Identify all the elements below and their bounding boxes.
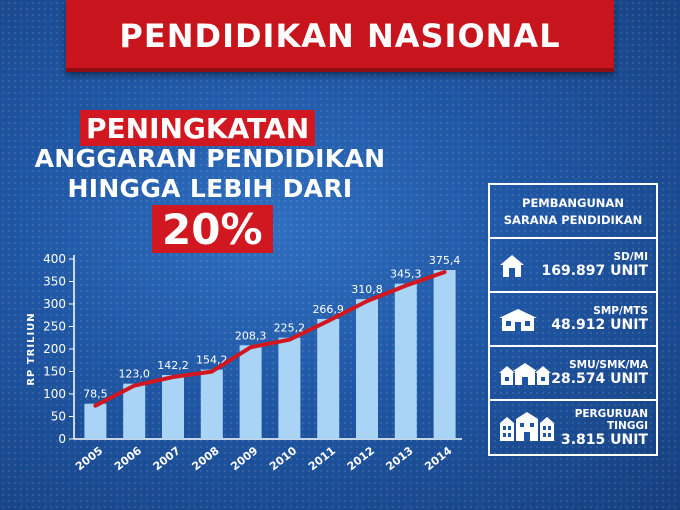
y-tick-label: 300 (43, 297, 66, 311)
bar (278, 337, 301, 439)
trend-line (93, 270, 447, 408)
facility-row-sd: SD/MI 169.897 UNIT (490, 239, 656, 293)
facility-value: 3.815 UNIT (560, 431, 648, 448)
facility-label: SMP/MTS (593, 304, 648, 317)
facility-label: SMU/SMK/MA (569, 358, 648, 371)
bar (200, 369, 223, 439)
facility-label: SD/MI (613, 250, 648, 263)
x-tick-label: 2007 (151, 444, 183, 473)
x-tick-label: 2008 (190, 444, 222, 473)
bar (239, 345, 262, 439)
bar (394, 283, 417, 439)
bar (356, 299, 378, 439)
y-tick-label: 350 (43, 275, 66, 289)
panel-title-line-1: PEMBANGUNAN (522, 196, 624, 210)
headline-line-2: ANGGARAN PENDIDIKAN (34, 144, 386, 173)
y-tick-label: 0 (58, 432, 66, 446)
x-tick-label: 2012 (345, 444, 377, 473)
bar (123, 383, 146, 439)
facility-label-line-2: TINGGI (606, 419, 648, 432)
bar-value-label: 310,8 (351, 283, 383, 296)
bar-value-label: 142,2 (157, 359, 189, 372)
title-banner: PENDIDIKAN NASIONAL (66, 0, 614, 72)
headline-highlight: PENINGKATAN (80, 110, 316, 146)
university-icon (500, 412, 554, 441)
school-complex-icon (499, 363, 551, 385)
x-tick-label: 2006 (112, 444, 144, 473)
facility-value: 169.897 UNIT (541, 262, 648, 279)
y-tick-label: 50 (51, 410, 66, 424)
y-tick-label: 150 (43, 365, 66, 379)
panel-title-line-2: SARANA PENDIDIKAN (503, 213, 643, 227)
y-tick-label: 250 (43, 320, 66, 334)
bar (162, 375, 184, 439)
bar-value-label: 266,9 (312, 303, 344, 316)
bar-value-label: 78,5 (83, 388, 108, 401)
x-tick-label: 2013 (384, 444, 416, 473)
bar (433, 270, 456, 439)
y-tick-label: 400 (43, 252, 66, 266)
bar-value-label: 154,2 (196, 354, 228, 367)
facilities-panel-title: PEMBANGUNAN SARANA PENDIDIKAN (490, 185, 656, 239)
facilities-panel: PEMBANGUNAN SARANA PENDIDIKAN SD/MI 169.… (488, 183, 658, 456)
y-tick-label: 200 (43, 342, 66, 356)
budget-bar-chart: 0 50 100 150 200 250 300 350 400 RP TRILIUN 78,5 20… (26, 252, 462, 473)
page-title: PENDIDIKAN NASIONAL (119, 17, 561, 55)
bar-value-label: 208,3 (235, 329, 267, 342)
house-icon (500, 255, 524, 277)
facility-row-pt: PERGURUAN TINGGI 3.815 UNIT (490, 401, 656, 455)
bar-value-label: 375,4 (429, 254, 461, 267)
headline-line-3: HINGGA LEBIH DARI (67, 174, 353, 203)
school-building-icon (499, 309, 537, 331)
facility-label-line-1: PERGURUAN (574, 407, 648, 420)
y-axis-title: RP TRILIUN (26, 312, 37, 385)
x-tick-label: 2009 (228, 444, 260, 473)
bar-value-label: 123,0 (118, 368, 150, 381)
x-tick-label: 2014 (422, 444, 454, 473)
x-tick-label: 2010 (267, 444, 299, 473)
headline-percent: 20% (152, 205, 273, 254)
facility-row-smp: SMP/MTS 48.912 UNIT (490, 293, 656, 347)
bar (84, 403, 107, 439)
bar (317, 318, 340, 439)
x-tick-label: 2011 (306, 444, 338, 473)
y-tick-label: 100 (43, 387, 66, 401)
bar-value-label: 345,3 (390, 268, 422, 281)
facility-row-smu: SMU/SMK/MA 28.574 UNIT (490, 347, 656, 401)
facility-value: 28.574 UNIT (551, 370, 648, 387)
bar-value-label: 225,2 (274, 322, 306, 335)
facility-value: 48.912 UNIT (551, 316, 648, 333)
x-tick-label: 2005 (73, 444, 105, 473)
